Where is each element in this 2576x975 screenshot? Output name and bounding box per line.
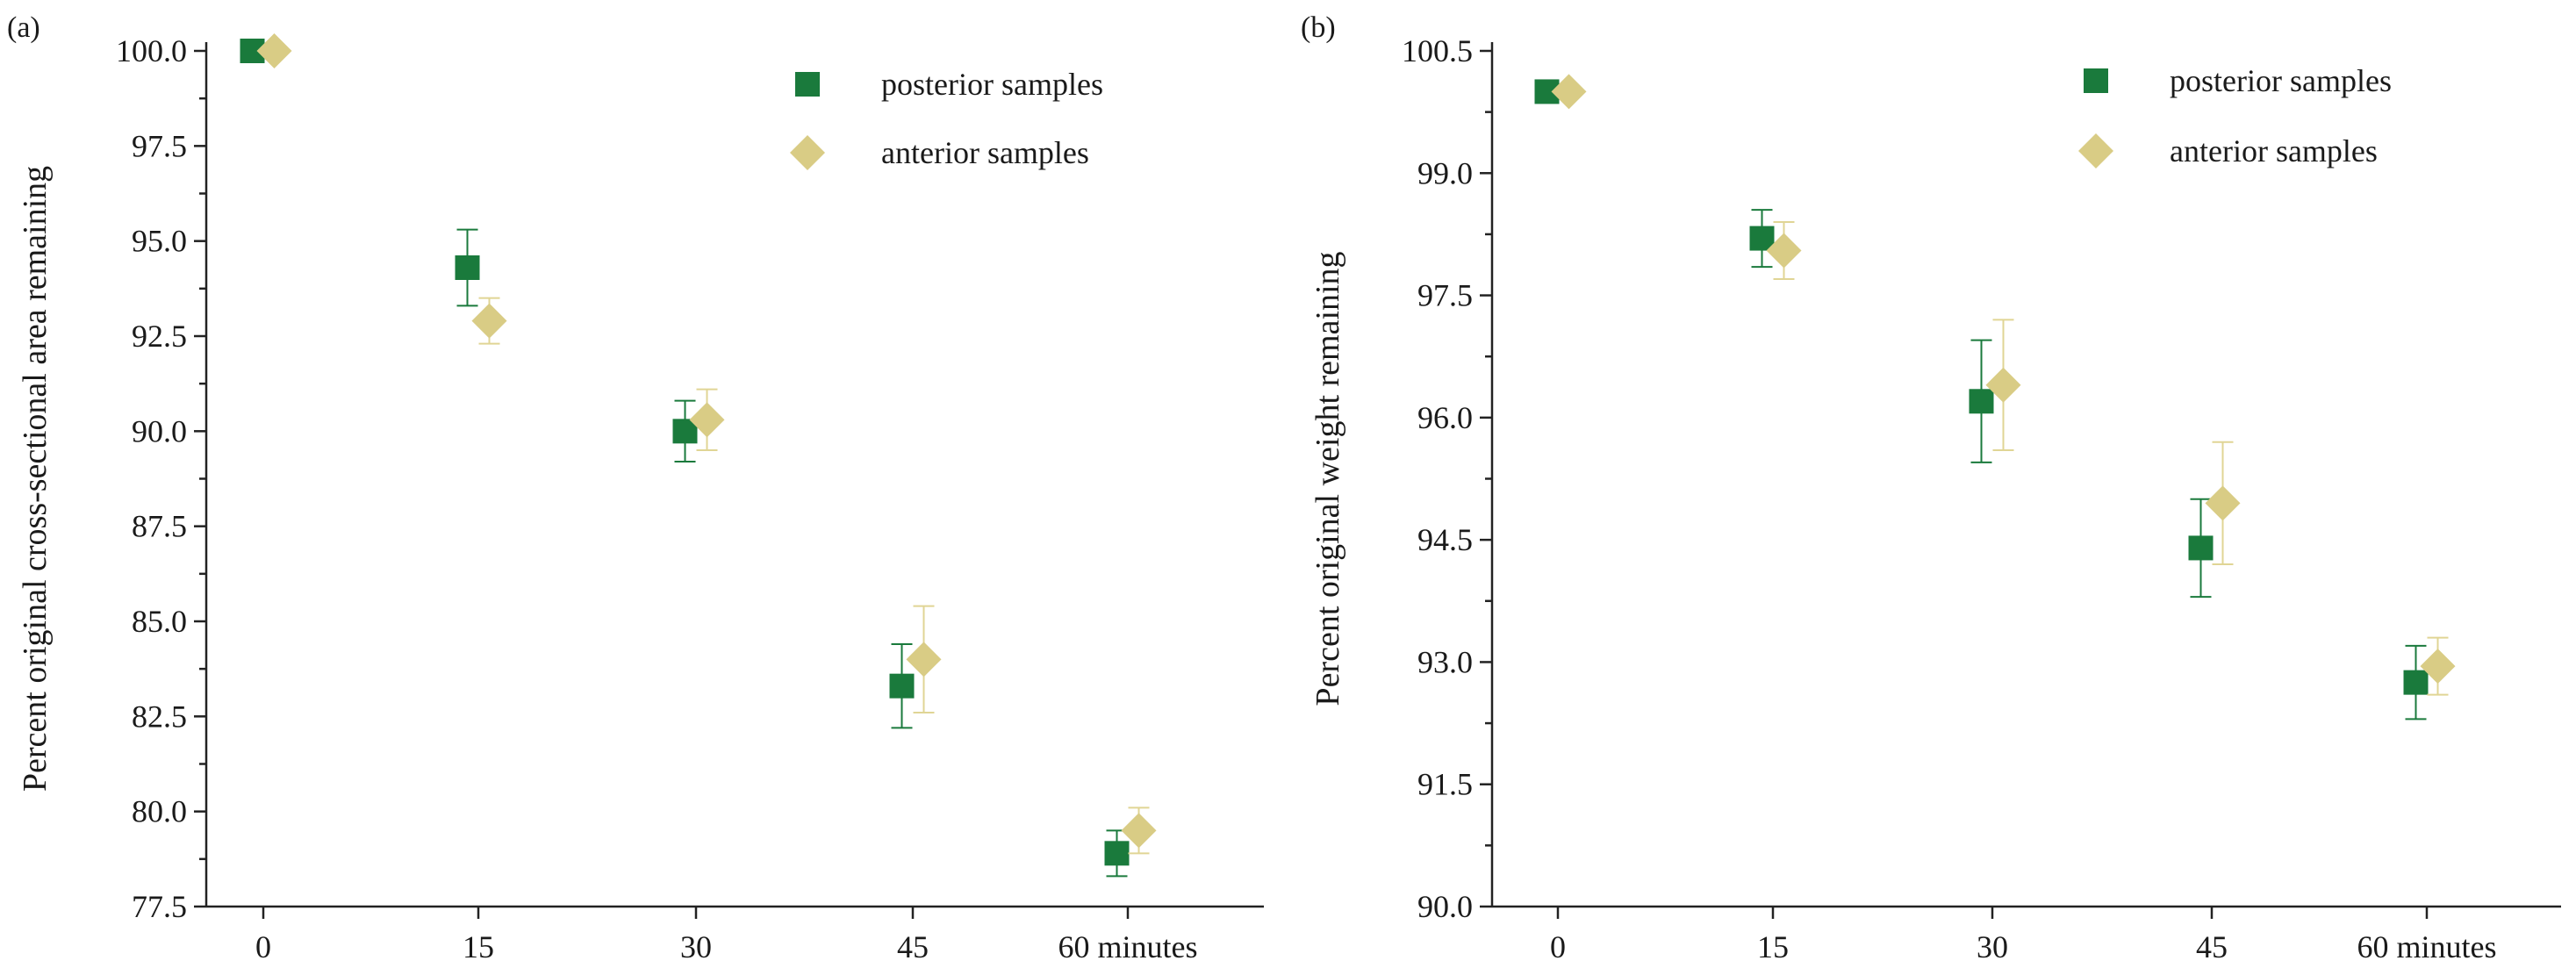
data-point: [256, 33, 292, 68]
x-tick-label: 45: [897, 929, 929, 964]
data-point: [1969, 389, 1994, 414]
y-tick-label: 90.0: [1417, 889, 1473, 924]
data-point: [471, 303, 507, 339]
x-tick-label: 60 minutes: [1058, 929, 1198, 964]
data-point: [2205, 485, 2241, 521]
y-tick-label: 95.0: [132, 224, 187, 259]
x-tick-label: 15: [463, 929, 494, 964]
x-tick-label: 60 minutes: [2357, 929, 2497, 964]
data-point: [1551, 74, 1587, 110]
x-tick-label: 30: [1977, 929, 2008, 964]
panel-label: (b): [1301, 11, 1336, 44]
y-tick-label: 82.5: [132, 699, 187, 734]
y-tick-label: 99.0: [1417, 155, 1473, 190]
data-point: [455, 255, 480, 280]
x-tick-label: 0: [1550, 929, 1566, 964]
legend-marker: [2084, 68, 2108, 93]
panel-label: (a): [7, 11, 40, 44]
legend-marker: [795, 72, 820, 97]
series-posterior: [240, 39, 1130, 878]
legend-entry: posterior samples: [881, 67, 1103, 102]
y-tick-label: 87.5: [132, 509, 187, 544]
y-tick-label: 93.0: [1417, 644, 1473, 679]
data-point: [1104, 841, 1130, 866]
series-anterior: [256, 33, 1157, 855]
data-point: [1985, 367, 2021, 403]
y-tick-label: 97.5: [132, 128, 187, 163]
y-tick-label: 80.0: [132, 794, 187, 829]
x-tick-label: 0: [255, 929, 271, 964]
chart-panel-b: (b) 90.0 91.5 93.0 94.5 96.0 97.5 99.0 100.5 0 15 3…: [1301, 11, 2561, 964]
series-anterior: [1551, 74, 2456, 696]
data-point: [1749, 226, 1775, 251]
y-tick-label: 91.5: [1417, 767, 1473, 802]
x-tick-label: 45: [2196, 929, 2228, 964]
chart-panel-a: (a) 77.5 80.0 82.5 85.0 87.5 90.0 92.5 95.0 97.5 1…: [7, 11, 1264, 964]
data-point: [2188, 535, 2214, 561]
data-point: [2420, 649, 2456, 685]
legend-marker: [2078, 133, 2113, 168]
data-point: [689, 402, 725, 438]
y-tick-label: 77.5: [132, 889, 187, 924]
data-point: [906, 642, 942, 677]
data-point: [1766, 233, 1802, 269]
y-tick-label: 100.0: [116, 33, 187, 68]
series-posterior: [1534, 79, 2429, 720]
legend-marker: [790, 135, 825, 170]
y-axis-label: Percent original cross-sectional area re…: [17, 166, 54, 792]
y-tick-label: 100.5: [1402, 33, 1473, 68]
y-axis-label: Percent original weight remaining: [1310, 251, 1346, 706]
legend: posterior samples anterior samples: [790, 67, 1103, 170]
y-tick-label: 85.0: [132, 604, 187, 639]
x-tick-label: 15: [1757, 929, 1789, 964]
legend: posterior samples anterior samples: [2078, 63, 2392, 168]
y-tick-label: 94.5: [1417, 522, 1473, 557]
data-point: [2403, 670, 2429, 695]
data-point: [889, 673, 915, 699]
y-tick-label: 92.5: [132, 319, 187, 354]
legend-entry: posterior samples: [2170, 63, 2392, 98]
y-tick-label: 90.0: [132, 413, 187, 448]
y-tick-label: 97.5: [1417, 278, 1473, 313]
legend-entry: anterior samples: [881, 135, 1089, 170]
y-tick-label: 96.0: [1417, 400, 1473, 435]
legend-entry: anterior samples: [2170, 133, 2378, 168]
x-tick-label: 30: [680, 929, 712, 964]
data-point: [1121, 813, 1157, 849]
